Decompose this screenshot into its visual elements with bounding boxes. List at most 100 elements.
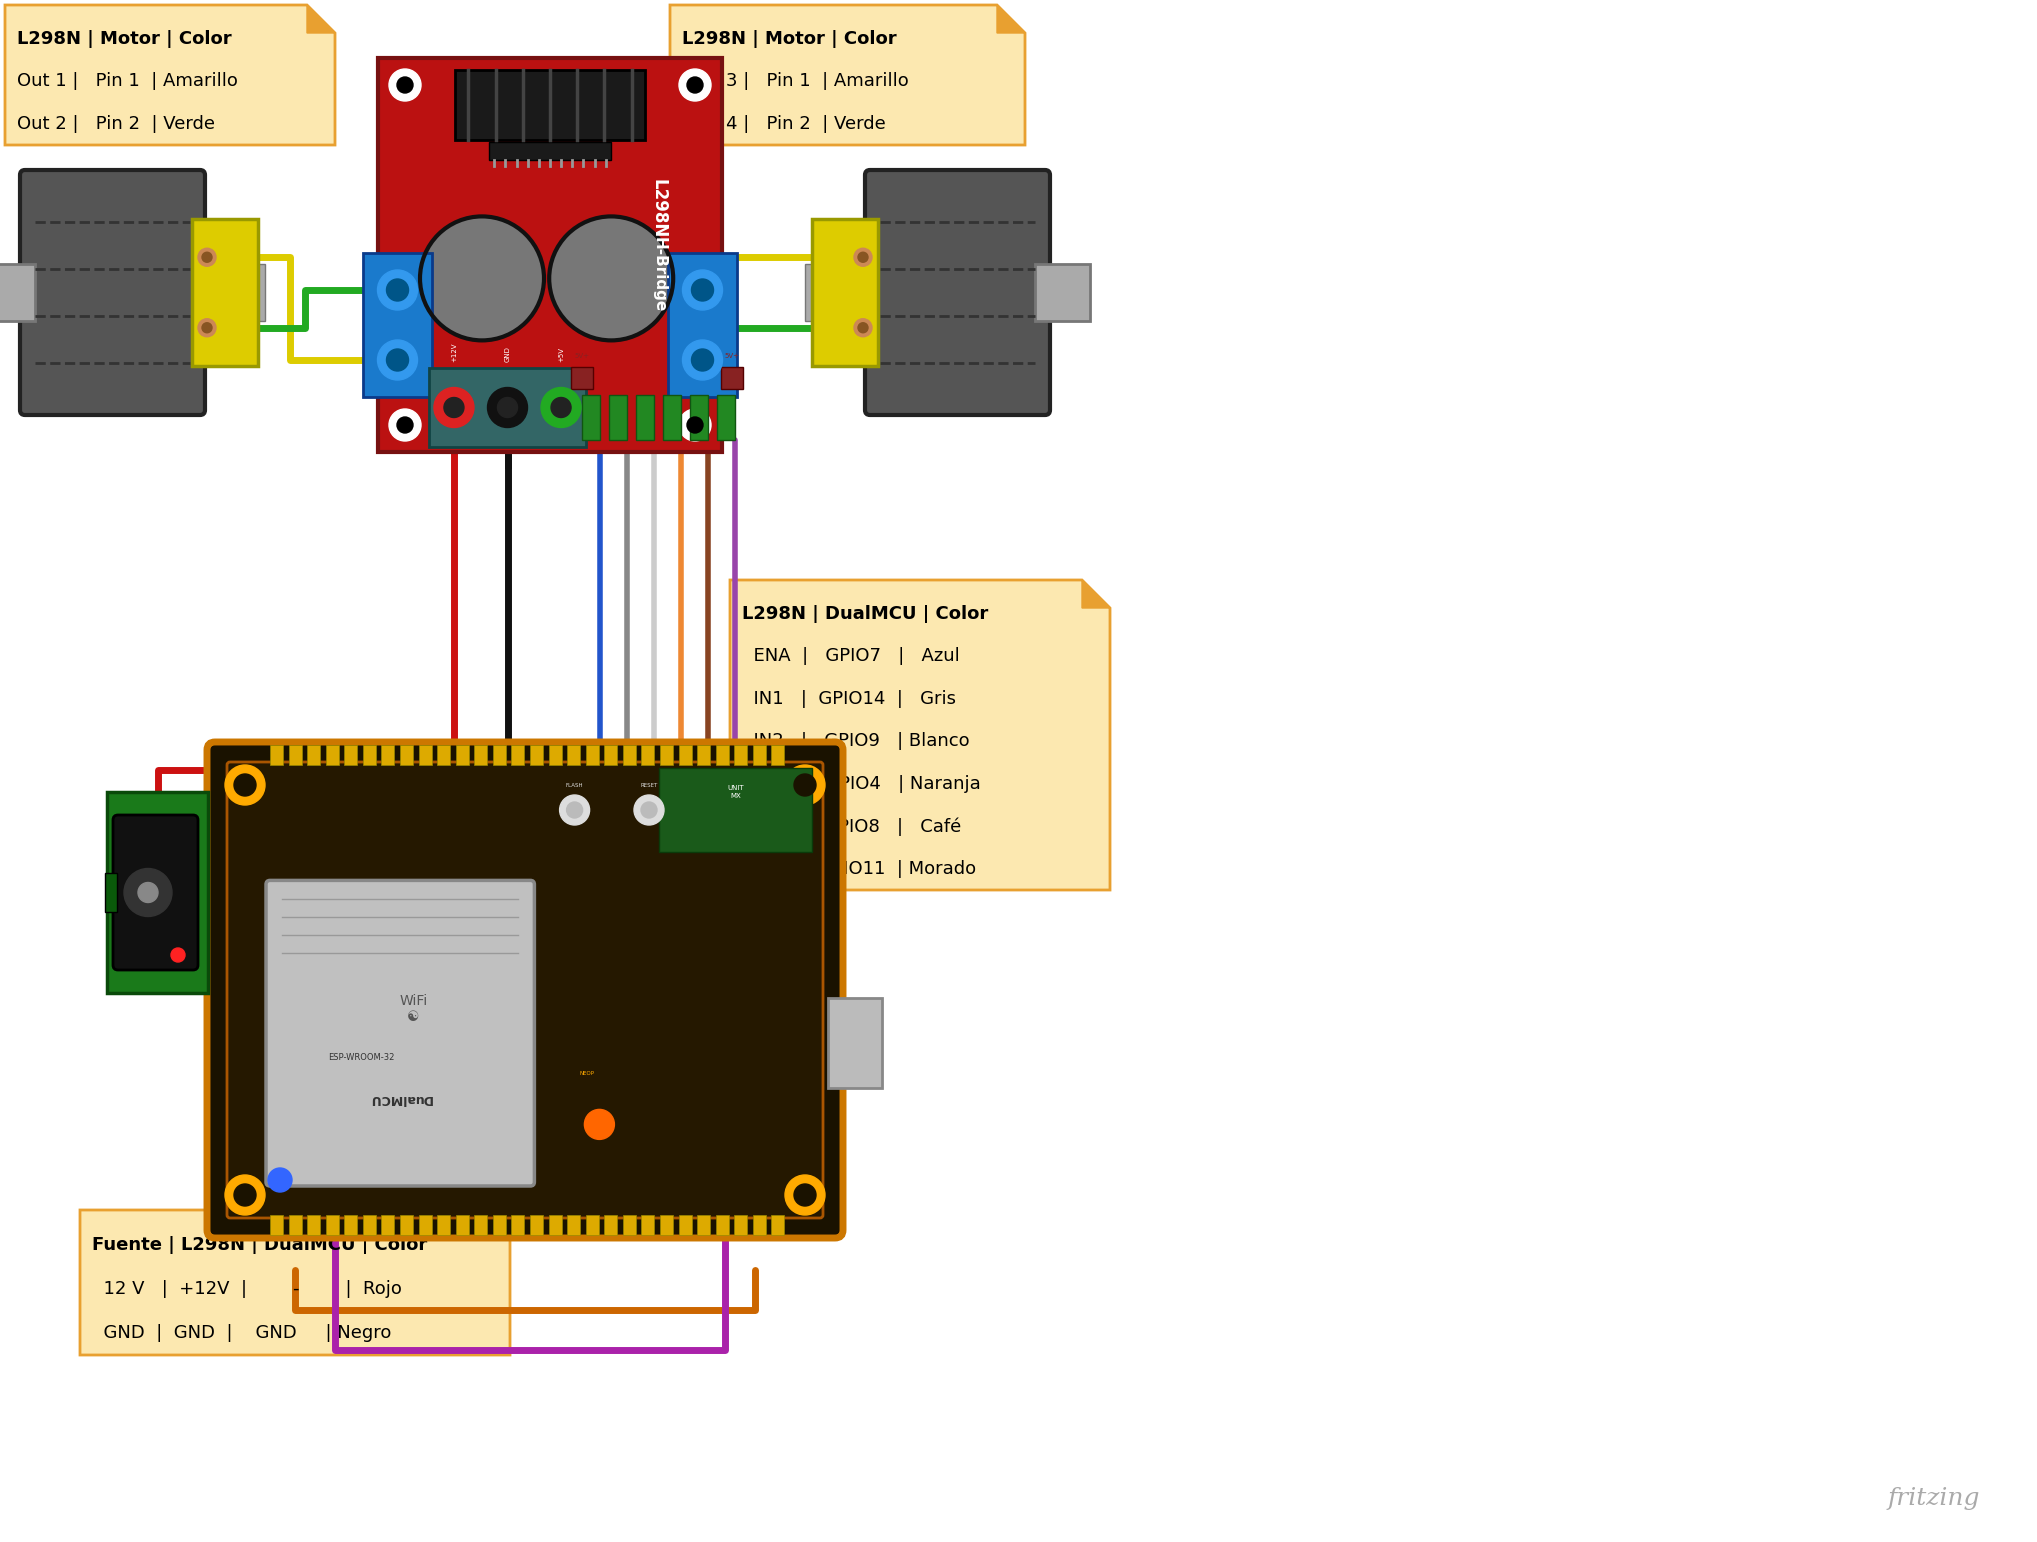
FancyBboxPatch shape [399, 1215, 414, 1235]
Circle shape [784, 1175, 825, 1215]
FancyBboxPatch shape [308, 745, 320, 765]
FancyBboxPatch shape [691, 395, 707, 439]
Circle shape [202, 322, 212, 333]
FancyBboxPatch shape [363, 1215, 377, 1235]
FancyBboxPatch shape [660, 1215, 672, 1235]
FancyBboxPatch shape [772, 745, 784, 765]
Circle shape [139, 882, 159, 902]
FancyBboxPatch shape [605, 745, 617, 765]
FancyBboxPatch shape [326, 1215, 338, 1235]
FancyBboxPatch shape [246, 264, 265, 321]
Polygon shape [483, 1210, 509, 1238]
FancyBboxPatch shape [548, 1215, 562, 1235]
FancyBboxPatch shape [662, 395, 680, 439]
FancyBboxPatch shape [660, 768, 813, 853]
Circle shape [389, 409, 422, 441]
Circle shape [377, 339, 418, 379]
FancyBboxPatch shape [623, 745, 636, 765]
Circle shape [234, 1184, 257, 1206]
Text: GND  |  GND  |    GND     | Negro: GND | GND | GND | Negro [92, 1325, 391, 1342]
Circle shape [691, 348, 713, 372]
FancyBboxPatch shape [583, 395, 599, 439]
Text: RESET: RESET [640, 783, 658, 788]
Circle shape [686, 77, 703, 93]
Polygon shape [996, 5, 1025, 32]
Text: Out 1 |   Pin 1  | Amarillo: Out 1 | Pin 1 | Amarillo [16, 72, 238, 91]
Text: WiFi
☯: WiFi ☯ [399, 995, 428, 1024]
FancyBboxPatch shape [530, 745, 544, 765]
FancyBboxPatch shape [587, 745, 599, 765]
FancyBboxPatch shape [678, 1215, 693, 1235]
Circle shape [444, 398, 464, 418]
FancyBboxPatch shape [106, 873, 116, 911]
Circle shape [552, 398, 570, 418]
Text: NEOP: NEOP [579, 1072, 595, 1076]
Circle shape [691, 279, 713, 301]
FancyBboxPatch shape [456, 745, 469, 765]
FancyBboxPatch shape [493, 745, 505, 765]
Polygon shape [729, 580, 1110, 890]
FancyBboxPatch shape [587, 1215, 599, 1235]
FancyBboxPatch shape [454, 69, 646, 140]
Circle shape [682, 339, 723, 379]
Text: Out 3 |   Pin 1  | Amarillo: Out 3 | Pin 1 | Amarillo [682, 72, 909, 91]
Polygon shape [670, 5, 1025, 145]
FancyBboxPatch shape [511, 1215, 524, 1235]
FancyBboxPatch shape [570, 367, 593, 389]
Circle shape [858, 322, 868, 333]
FancyBboxPatch shape [363, 253, 432, 396]
FancyBboxPatch shape [344, 1215, 356, 1235]
Circle shape [420, 216, 544, 341]
Circle shape [224, 1175, 265, 1215]
FancyBboxPatch shape [379, 59, 721, 452]
FancyBboxPatch shape [642, 745, 654, 765]
FancyBboxPatch shape [697, 1215, 711, 1235]
FancyBboxPatch shape [754, 1215, 766, 1235]
FancyBboxPatch shape [721, 367, 744, 389]
FancyBboxPatch shape [548, 745, 562, 765]
Circle shape [377, 270, 418, 310]
FancyBboxPatch shape [605, 1215, 617, 1235]
FancyBboxPatch shape [344, 745, 356, 765]
Circle shape [397, 416, 414, 433]
Circle shape [794, 774, 817, 796]
Circle shape [858, 253, 868, 262]
FancyBboxPatch shape [112, 816, 198, 970]
FancyBboxPatch shape [326, 745, 338, 765]
FancyBboxPatch shape [289, 745, 301, 765]
FancyBboxPatch shape [715, 745, 729, 765]
FancyBboxPatch shape [805, 264, 823, 321]
Text: 12 V   |  +12V  |        -        |  Rojo: 12 V | +12V | - | Rojo [92, 1280, 401, 1298]
Text: ENA  |   GPIO7   |   Azul: ENA | GPIO7 | Azul [741, 648, 959, 666]
FancyBboxPatch shape [381, 1215, 395, 1235]
Text: 5V+: 5V+ [725, 353, 739, 359]
FancyBboxPatch shape [489, 142, 611, 160]
Text: L298N | Motor | Color: L298N | Motor | Color [16, 29, 232, 48]
Circle shape [387, 279, 409, 301]
FancyBboxPatch shape [717, 395, 735, 439]
Text: fritzing: fritzing [1888, 1486, 1980, 1510]
Circle shape [642, 802, 658, 817]
FancyBboxPatch shape [399, 745, 414, 765]
Circle shape [784, 765, 825, 805]
Circle shape [634, 796, 664, 825]
FancyBboxPatch shape [418, 745, 432, 765]
Text: IN3   |   GPIO8   |   Café: IN3 | GPIO8 | Café [741, 817, 961, 836]
FancyBboxPatch shape [475, 745, 487, 765]
Polygon shape [1082, 580, 1110, 608]
FancyBboxPatch shape [813, 219, 878, 365]
Text: Out 4 |   Pin 2  | Verde: Out 4 | Pin 2 | Verde [682, 114, 886, 133]
Circle shape [202, 253, 212, 262]
Circle shape [854, 319, 872, 336]
FancyBboxPatch shape [733, 745, 748, 765]
FancyBboxPatch shape [438, 1215, 450, 1235]
Text: L298N | Motor | Color: L298N | Motor | Color [682, 29, 896, 48]
Circle shape [234, 774, 257, 796]
Text: IN4   |  GPIO11  | Morado: IN4 | GPIO11 | Morado [741, 860, 976, 877]
Circle shape [686, 416, 703, 433]
Circle shape [678, 69, 711, 100]
Circle shape [224, 765, 265, 805]
Circle shape [854, 248, 872, 267]
FancyBboxPatch shape [493, 1215, 505, 1235]
FancyBboxPatch shape [754, 745, 766, 765]
